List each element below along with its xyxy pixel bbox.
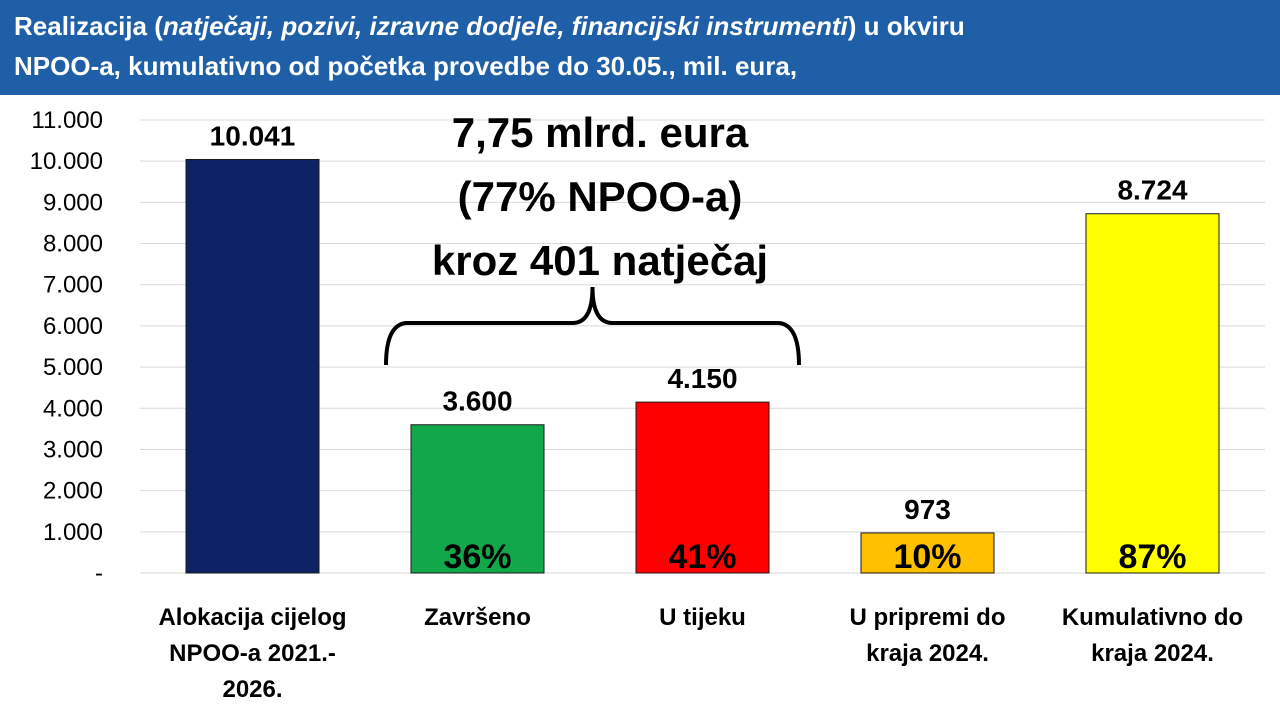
y-tick-label: 8.000 xyxy=(43,231,103,258)
y-tick-label: 11.000 xyxy=(31,107,103,134)
data-label: 8.724 xyxy=(1117,175,1187,206)
y-tick-label: 2.000 xyxy=(43,478,103,505)
y-tick-label: 6.000 xyxy=(43,313,103,340)
annotation-text: (77% NPOO-a) xyxy=(458,173,743,220)
data-label: 10.041 xyxy=(210,120,296,151)
data-label: 3.600 xyxy=(442,386,512,417)
y-tick-label: 9.000 xyxy=(43,189,103,216)
x-tick-label: Kumulativno do xyxy=(1062,604,1243,631)
x-tick-label: Alokacija cijelog xyxy=(158,604,346,631)
y-tick-label: 5.000 xyxy=(43,354,103,381)
y-tick-label: 10.000 xyxy=(30,148,103,175)
bar xyxy=(410,424,545,574)
y-tick-label: 3.000 xyxy=(43,436,103,463)
x-tick-label: NPOO-a 2021.- xyxy=(169,640,336,667)
data-label: 973 xyxy=(904,494,951,525)
annotation-text: 7,75 mlrd. eura xyxy=(452,109,749,156)
bar xyxy=(860,532,995,574)
bar-chart: - 1.000 2.000 3.000 4.000 5.000 6.000 7.000 8.00… xyxy=(30,107,1265,703)
data-label: 4.150 xyxy=(667,363,737,394)
x-tick-label: U tijeku xyxy=(659,604,746,631)
y-tick-label: - xyxy=(95,560,103,587)
chart-title: Realizacija (natječaji, pozivi, izravne … xyxy=(0,0,1280,95)
x-tick-label: 2026. xyxy=(222,676,282,703)
percent-label: 87% xyxy=(1118,538,1186,576)
x-tick-label: U pripremi do xyxy=(849,604,1005,631)
bar xyxy=(1085,213,1220,574)
y-tick-label: 1.000 xyxy=(43,519,103,546)
bar xyxy=(185,158,320,574)
x-tick-label: Završeno xyxy=(424,604,531,631)
percent-label: 36% xyxy=(443,538,511,576)
annotation-text: kroz 401 natječaj xyxy=(432,237,768,284)
percent-label: 10% xyxy=(893,538,961,576)
y-tick-label: 7.000 xyxy=(43,272,103,299)
title-line-1: Realizacija (natječaji, pozivi, izravne … xyxy=(14,11,965,41)
title-line-2: NPOO-a, kumulativno od početka provedbe … xyxy=(14,51,798,81)
y-tick-label: 4.000 xyxy=(43,395,103,422)
x-tick-label: kraja 2024. xyxy=(866,640,989,667)
curly-brace xyxy=(384,286,801,366)
percent-label: 41% xyxy=(668,538,736,576)
bar xyxy=(635,401,770,574)
x-tick-label: kraja 2024. xyxy=(1091,640,1214,667)
